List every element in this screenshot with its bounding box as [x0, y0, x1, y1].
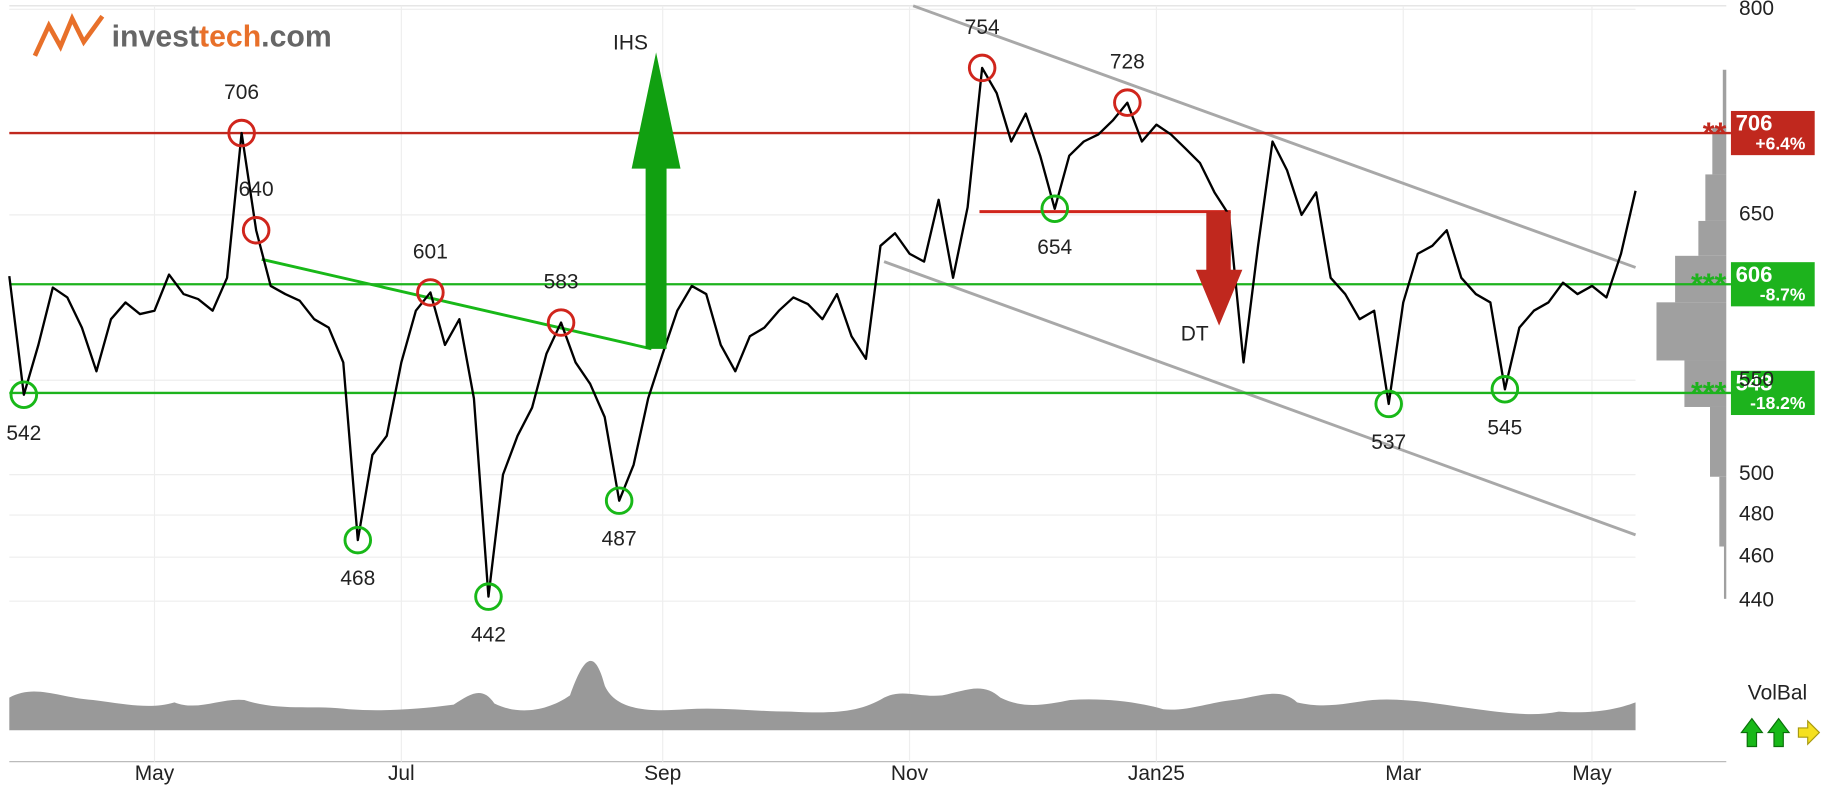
volume-profile — [1656, 69, 1727, 599]
y-tick-label: 650 — [1739, 202, 1774, 225]
y-tick-label: 440 — [1739, 589, 1774, 612]
pivot-label: 754 — [965, 16, 1000, 39]
level-value: 543 — [1736, 371, 1773, 396]
volume-balance-area — [9, 660, 1636, 731]
ihs-label: IHS — [613, 32, 648, 55]
level-value: 606 — [1736, 262, 1773, 287]
pivot-circle — [241, 215, 271, 245]
dt-label: DT — [1181, 322, 1209, 345]
dt-arrow — [1195, 211, 1243, 326]
logo-part: .com — [261, 20, 332, 53]
price-line — [8, 66, 1637, 598]
pivot-circle — [1490, 375, 1520, 404]
level-labels: ** 706+6.4% *** 606-8.7% *** 543-18.2% — [1691, 110, 1815, 416]
pivot-label: 542 — [6, 422, 41, 445]
y-tick-label: 480 — [1739, 503, 1774, 526]
pivot-circle — [1113, 88, 1142, 117]
channel-lower — [883, 260, 1637, 537]
pivots: 706 601 583 754 728 640 542 468 442 487 654 537 545 — [6, 16, 1522, 647]
pivot-label: 728 — [1110, 51, 1145, 74]
y-tick-label: 500 — [1739, 462, 1774, 485]
level-box — [1730, 110, 1815, 156]
pivot-circle — [474, 582, 503, 611]
y-tick-label: 550 — [1739, 368, 1774, 391]
pivot-circle — [546, 308, 576, 337]
y-tick-label: 460 — [1739, 545, 1774, 568]
level-change: +6.4% — [1755, 133, 1805, 153]
pivot-label: 468 — [340, 567, 375, 590]
logo-icon — [32, 13, 105, 57]
ihs-arrow — [631, 52, 681, 349]
pivot-label: 545 — [1487, 416, 1522, 439]
pivot-label: 583 — [544, 271, 579, 294]
pivot-circle — [416, 278, 445, 307]
pivot-circle — [9, 380, 39, 409]
pivot-circle — [343, 525, 373, 555]
x-tick-label: Nov — [891, 762, 929, 785]
level-box — [1730, 262, 1815, 307]
logo-part: tech — [199, 20, 261, 53]
logo-text: investtech.com — [112, 20, 332, 53]
pivot-label: 640 — [239, 178, 274, 201]
y-tick-label: 800 — [1739, 0, 1774, 20]
pivot-circle — [604, 486, 634, 515]
pivot-circle — [1374, 389, 1403, 419]
pivot-label: 442 — [471, 624, 506, 647]
logo: investtech.com — [32, 13, 332, 57]
pivot-circle — [1040, 194, 1069, 224]
volume-signal-icons — [1740, 717, 1821, 748]
level-change: -8.7% — [1760, 284, 1806, 304]
x-tick-label: Sep — [644, 762, 681, 785]
level-stars: *** — [1691, 269, 1727, 302]
level-stars: ** — [1703, 117, 1727, 150]
x-tick-label: May — [1572, 762, 1612, 785]
level-box — [1730, 370, 1815, 416]
x-tick-label: Jul — [388, 762, 415, 785]
pivot-label: 487 — [602, 528, 637, 551]
pivot-label: 654 — [1037, 236, 1072, 259]
x-tick-label: Jan25 — [1128, 762, 1185, 785]
pivot-label: 601 — [413, 240, 448, 263]
trend-line — [261, 257, 652, 351]
pivot-label: 706 — [224, 81, 259, 104]
x-tick-label: May — [135, 762, 175, 785]
volume-label: VolBal — [1748, 682, 1807, 705]
pivot-circle — [227, 118, 256, 148]
level-value: 706 — [1736, 111, 1773, 136]
level-stars: *** — [1691, 377, 1727, 410]
channel-upper — [912, 4, 1637, 269]
pivot-circle — [967, 53, 997, 83]
logo-part: invest — [112, 20, 199, 53]
pivot-label: 537 — [1371, 431, 1406, 454]
levels — [9, 131, 1731, 395]
x-tick-label: Mar — [1385, 762, 1421, 785]
level-change: -18.2% — [1750, 393, 1806, 413]
